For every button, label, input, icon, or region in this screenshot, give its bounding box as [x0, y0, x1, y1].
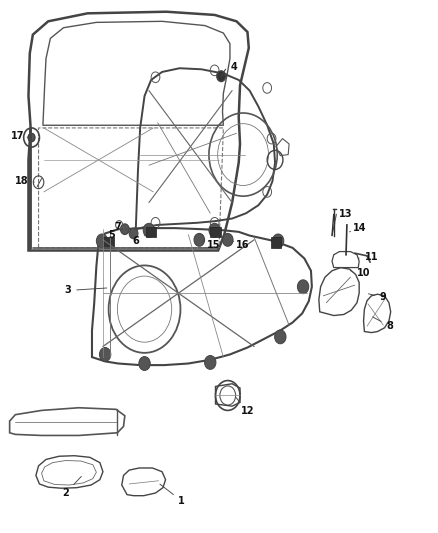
- Circle shape: [297, 280, 309, 294]
- Circle shape: [120, 224, 129, 235]
- Circle shape: [205, 356, 216, 369]
- Bar: [146, 227, 156, 237]
- Text: 7: 7: [114, 222, 127, 231]
- Circle shape: [96, 234, 108, 248]
- Text: 16: 16: [232, 240, 250, 250]
- Text: 18: 18: [15, 176, 35, 186]
- Text: 8: 8: [373, 317, 393, 331]
- Circle shape: [217, 71, 226, 82]
- Circle shape: [194, 233, 205, 246]
- Circle shape: [129, 228, 138, 239]
- Circle shape: [143, 223, 155, 237]
- Text: 14: 14: [350, 223, 367, 233]
- Text: 17: 17: [11, 131, 30, 141]
- Text: 13: 13: [334, 209, 353, 225]
- Text: 15: 15: [203, 240, 220, 250]
- Circle shape: [28, 133, 35, 142]
- Circle shape: [139, 357, 150, 370]
- Circle shape: [223, 233, 233, 246]
- Bar: [271, 237, 281, 248]
- Text: 2: 2: [62, 477, 81, 498]
- Text: 4: 4: [223, 62, 238, 76]
- Text: 9: 9: [368, 293, 387, 302]
- Circle shape: [99, 348, 111, 361]
- Circle shape: [209, 223, 220, 237]
- Bar: [103, 237, 114, 248]
- Bar: [210, 227, 221, 237]
- Text: 10: 10: [350, 268, 370, 278]
- Text: 11: 11: [358, 252, 378, 262]
- Text: 6: 6: [132, 236, 145, 246]
- Circle shape: [272, 234, 284, 248]
- Text: 3: 3: [64, 286, 107, 295]
- Text: 1: 1: [160, 484, 185, 506]
- Text: 5: 5: [108, 229, 123, 239]
- Text: 12: 12: [236, 398, 254, 416]
- Circle shape: [275, 330, 286, 344]
